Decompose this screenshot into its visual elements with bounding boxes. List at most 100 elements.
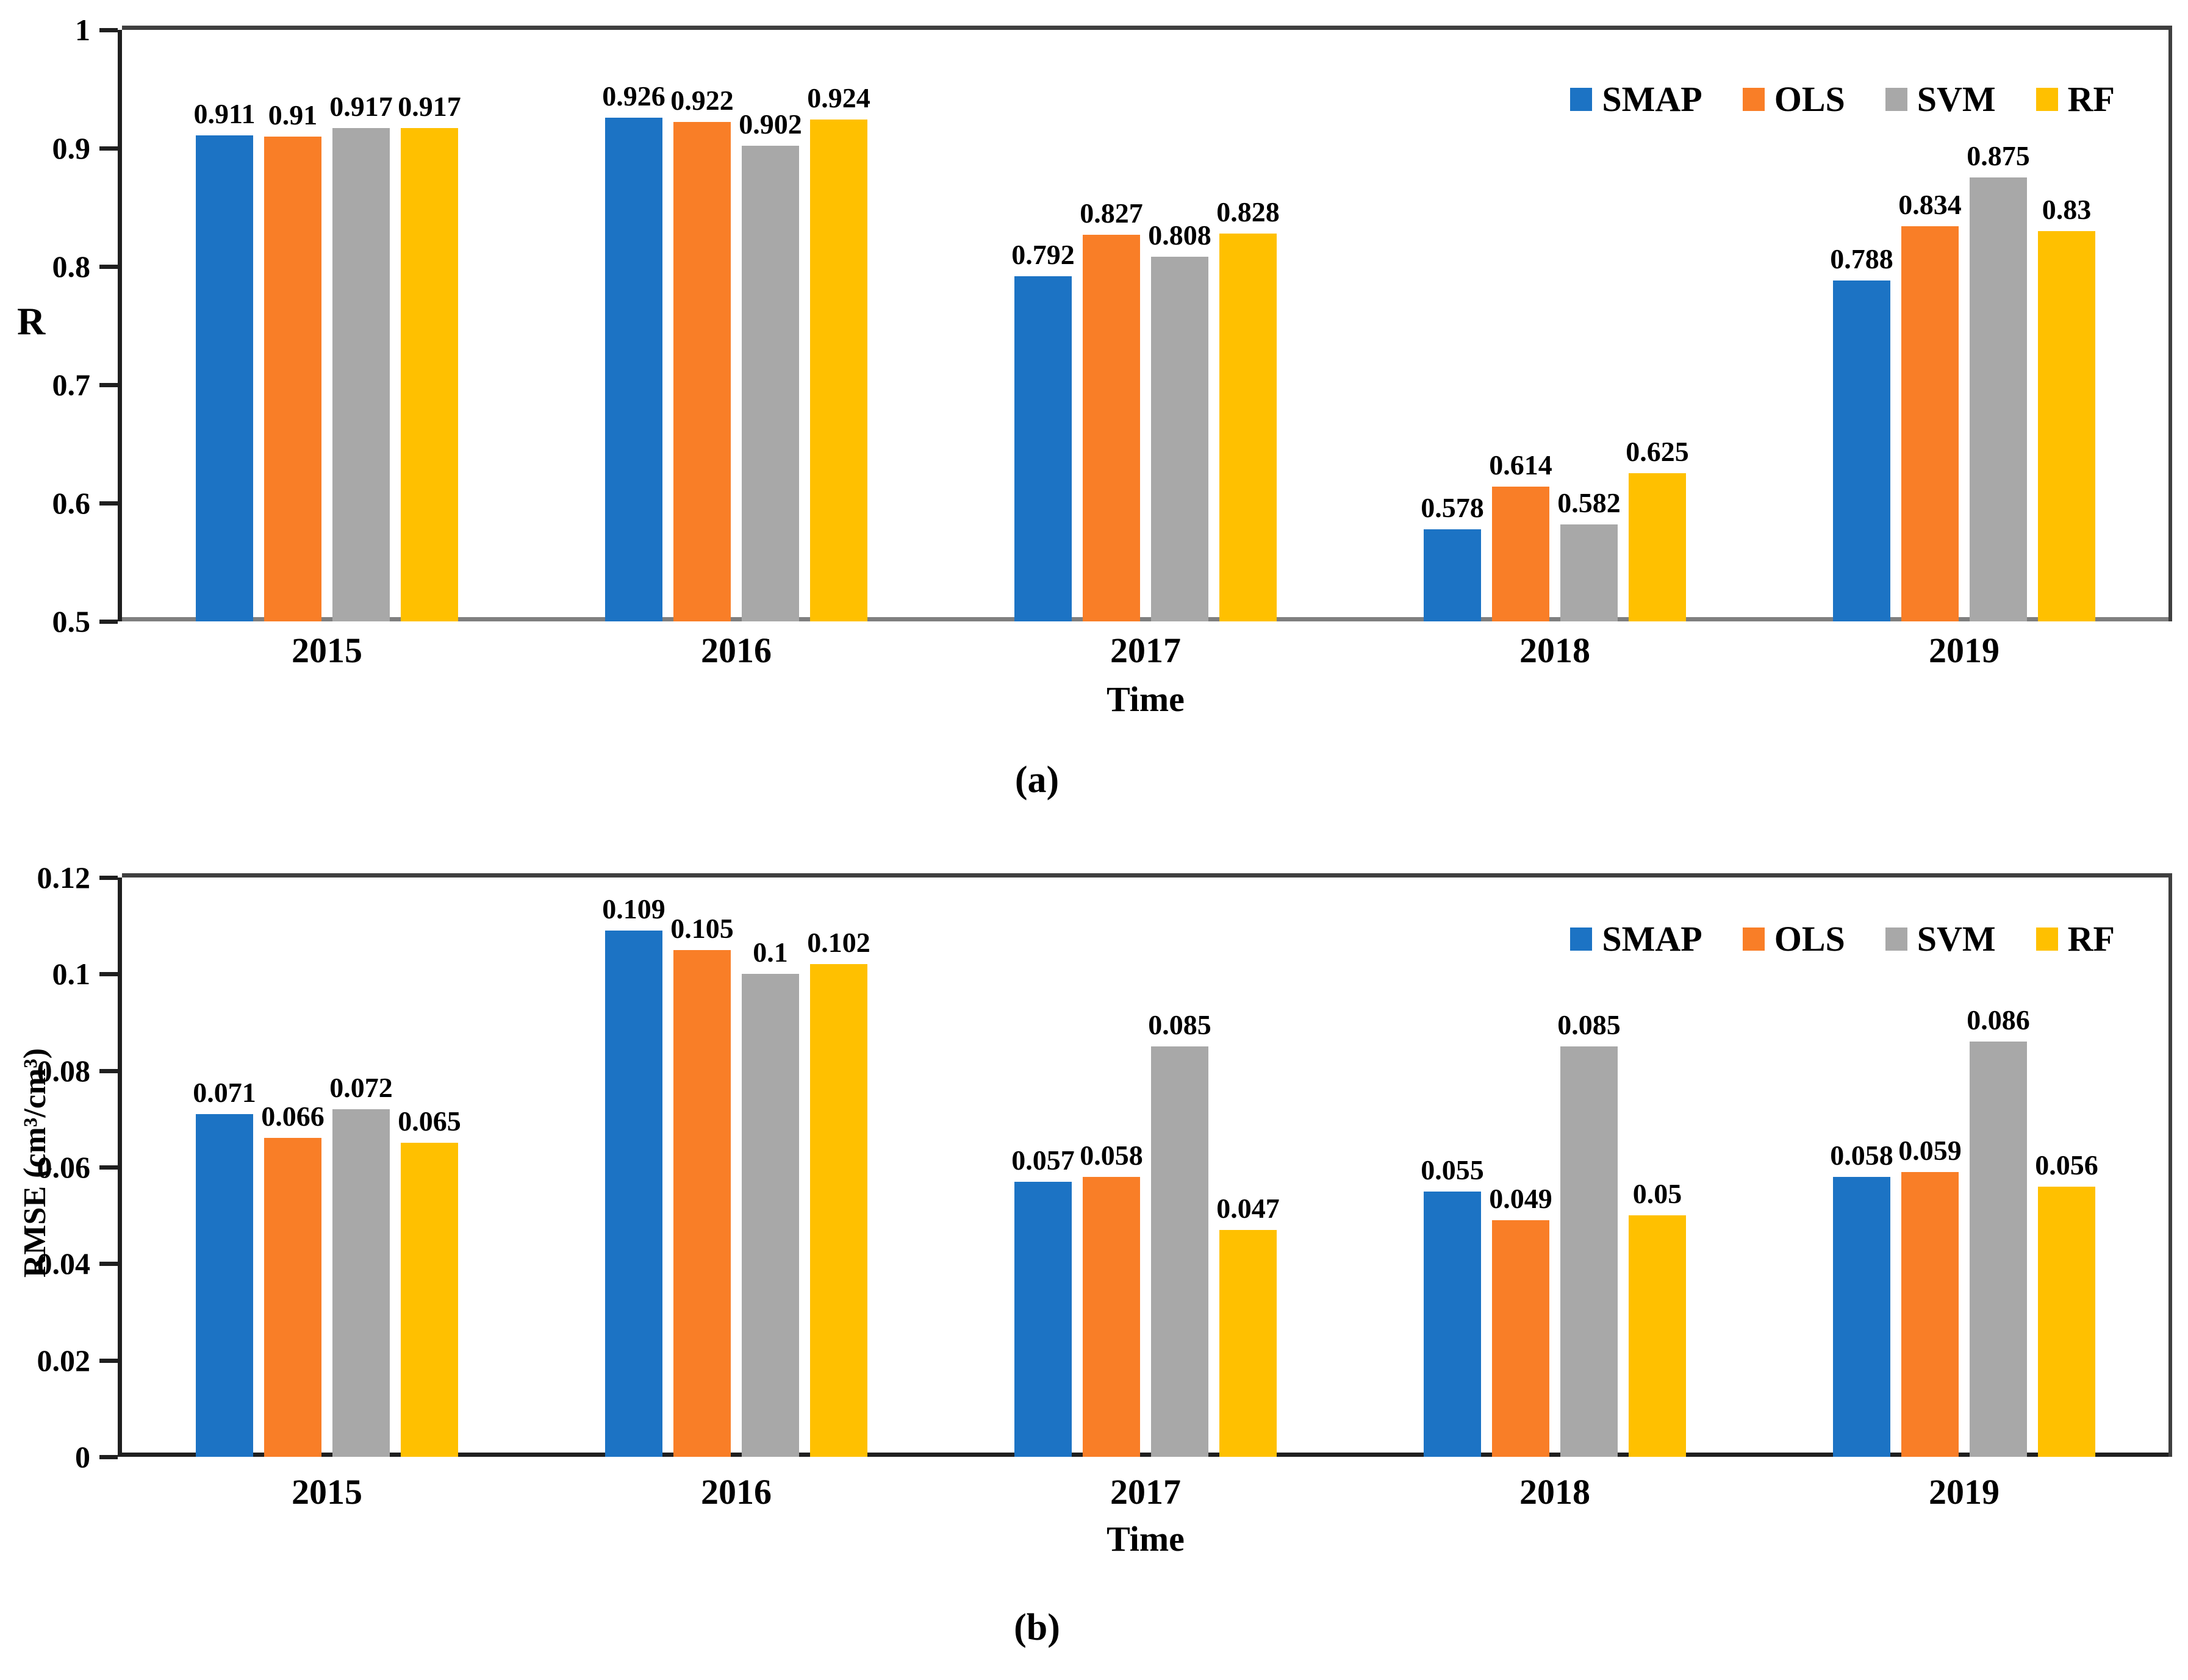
chart-panel-a: 1 0.9 0.8 0.7 0.6 0.5 0.911 0.91 0.917 0.917 0.926…: [17, 15, 2172, 719]
plot-area-b: 0.12 0.1 0.08 0.06 0.04 0.02 0 0.071 0.066 0.072 0…: [37, 862, 2172, 1472]
bar-smap-2017: [1014, 276, 1072, 621]
bar-value-label: 0.614: [1489, 449, 1552, 481]
y-axis-tick: [99, 1359, 118, 1363]
bar-ols-2016: [673, 122, 731, 621]
bar-value-label: 0.625: [1626, 436, 1689, 467]
legend-item-smap: SMAP: [1570, 82, 1702, 117]
bar-rf-2016: [810, 964, 867, 1457]
bar-value-label: 0.066: [261, 1101, 325, 1132]
bar-value-label: 0.065: [398, 1106, 461, 1137]
bar-smap-2017: [1014, 1182, 1072, 1457]
y-axis-tick: [99, 501, 118, 506]
x-category-label: 2017: [1110, 631, 1181, 670]
legend-item-svm: SVM: [1885, 82, 1996, 117]
bar-value-label: 0.827: [1080, 198, 1143, 229]
bar-rf-2016: [810, 120, 867, 621]
bar-ols-2015: [264, 1138, 321, 1457]
bar-value-label: 0.911: [193, 98, 256, 129]
bar-value-label: 0.072: [329, 1072, 393, 1103]
legend-marker-rf: [2036, 928, 2058, 951]
plot-area-a: 1 0.9 0.8 0.7 0.6 0.5 0.911 0.91 0.917 0.917 0.926…: [52, 15, 2172, 637]
y-axis-title: R: [17, 299, 46, 343]
bar-value-label: 0.808: [1148, 220, 1211, 251]
legend-item-smap: SMAP: [1570, 921, 1702, 957]
bar-value-label: 0.792: [1011, 239, 1075, 270]
bar-value-label: 0.922: [670, 85, 734, 116]
bar-smap-2015: [196, 135, 253, 621]
y-tick-label: 1: [75, 13, 90, 47]
bar-value-label: 0.902: [739, 109, 802, 140]
x-category-label: 2018: [1519, 1472, 1590, 1512]
panel-caption-a: (a): [1014, 759, 1060, 801]
y-axis-tick: [99, 265, 118, 269]
y-axis-tick: [99, 972, 118, 976]
legend-label-rf: RF: [2067, 79, 2115, 119]
legend: SMAP OLS SVM RF: [1570, 921, 2115, 957]
bar-value-label: 0.582: [1557, 487, 1621, 518]
y-tick-label: 0.9: [52, 131, 91, 165]
bar-value-label: 0.828: [1216, 196, 1280, 227]
legend-label-svm: SVM: [1917, 919, 1996, 959]
bar-ols-2017: [1083, 235, 1140, 621]
y-tick-label: 0.06: [37, 1150, 91, 1184]
bar-rf-2019: [2038, 231, 2095, 621]
x-category-label: 2019: [1929, 631, 2000, 670]
x-category-label: 2019: [1929, 1472, 2000, 1512]
bar-ols-2018: [1492, 1220, 1549, 1457]
bar-svm-2016: [742, 974, 799, 1457]
bar-value-label: 0.055: [1421, 1154, 1484, 1185]
bar-smap-2018: [1424, 1192, 1481, 1457]
y-tick-label: 0.04: [37, 1246, 91, 1281]
bar-value-label: 0.085: [1148, 1009, 1211, 1040]
bar-value-label: 0.058: [1080, 1140, 1143, 1171]
y-tick-label: 0.8: [52, 249, 91, 284]
bar-svm-2016: [742, 146, 799, 621]
legend-item-rf: RF: [2036, 921, 2115, 957]
x-axis-title: Time: [1107, 679, 1185, 719]
y-axis-tick: [99, 1165, 118, 1170]
y-tick-label: 0.5: [52, 604, 91, 638]
y-axis-tick: [99, 146, 118, 151]
x-axis-title: Time: [1107, 1519, 1185, 1559]
bar-value-label: 0.071: [193, 1077, 256, 1108]
bar-value-label: 0.105: [670, 913, 734, 944]
bar-rf-2017: [1219, 1230, 1277, 1457]
bar-rf-2018: [1629, 1215, 1686, 1457]
y-tick-label: 0.08: [37, 1054, 91, 1088]
x-category-label: 2015: [292, 631, 362, 670]
x-category-label: 2016: [701, 631, 772, 670]
bar-svm-2018: [1560, 1046, 1618, 1457]
legend-marker-rf: [2036, 88, 2058, 111]
panel-caption-b: (b): [1014, 1607, 1060, 1648]
bar-value-label: 0.917: [398, 91, 461, 122]
legend-marker-svm: [1885, 928, 1907, 951]
legend-label-svm: SVM: [1917, 79, 1996, 119]
bar-value-label: 0.875: [1967, 140, 2030, 171]
bar-ols-2016: [673, 950, 731, 1457]
y-axis-line: [118, 878, 122, 1457]
legend-item-ols: OLS: [1742, 921, 1845, 957]
bar-svm-2015: [332, 128, 390, 621]
y-axis-tick: [99, 1455, 118, 1459]
legend-label-smap: SMAP: [1602, 79, 1702, 119]
y-axis-tick: [99, 1262, 118, 1266]
legend-label-smap: SMAP: [1602, 919, 1702, 959]
bar-value-label: 0.056: [2035, 1149, 2098, 1181]
x-category-label: 2017: [1110, 1472, 1181, 1512]
bar-smap-2016: [605, 931, 662, 1457]
bar-value-label: 0.91: [268, 99, 318, 130]
bar-value-label: 0.102: [807, 927, 870, 958]
x-axis-line: [122, 1453, 2168, 1457]
y-tick-label: 0.7: [52, 368, 91, 402]
bar-value-label: 0.83: [2042, 194, 2092, 225]
y-axis-tick: [99, 620, 118, 624]
y-tick-label: 0.12: [37, 860, 91, 895]
bar-value-label: 0.086: [1967, 1004, 2030, 1035]
y-tick-label: 0.1: [52, 957, 91, 991]
y-tick-label: 0: [75, 1440, 90, 1474]
y-axis-title: RMSE (cm³/cm³): [18, 1048, 52, 1278]
y-axis-line: [118, 30, 122, 621]
x-category-label: 2015: [292, 1472, 362, 1512]
bar-smap-2018: [1424, 529, 1481, 621]
